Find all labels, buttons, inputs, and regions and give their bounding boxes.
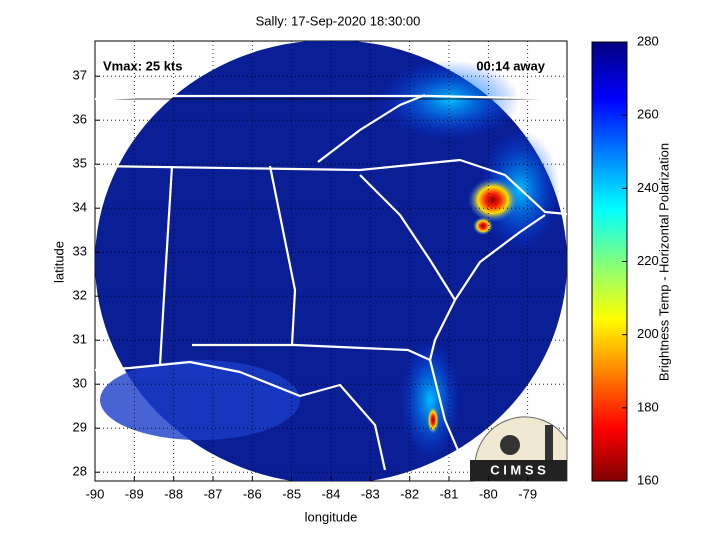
x-tick-label: -84	[322, 486, 341, 501]
x-tick-label: -79	[518, 486, 537, 501]
swath-feature	[473, 217, 493, 235]
y-axis-label: latitude	[51, 241, 66, 283]
grid	[95, 41, 567, 481]
colorbar-tick-label: 220	[637, 253, 659, 268]
y-tick-label: 34	[73, 200, 87, 215]
borders	[95, 93, 567, 471]
y-tick-label: 36	[73, 112, 87, 127]
logo-bar	[470, 460, 567, 481]
colorbar-tick-label: 200	[637, 326, 659, 341]
logo-icon	[545, 425, 553, 460]
map-imagery	[95, 41, 567, 481]
logo-text: C I M S S	[490, 462, 546, 477]
x-tick-label: -82	[400, 486, 419, 501]
x-tick-label: -86	[243, 486, 262, 501]
x-tick-label: -83	[361, 486, 380, 501]
colorbar-tick-label: 160	[637, 472, 659, 487]
x-tick-label: -85	[282, 486, 301, 501]
y-tick-label: 30	[73, 376, 87, 391]
colorbar	[591, 41, 628, 482]
logo: C I M S S	[470, 416, 568, 482]
colorbar-tick-label: 260	[637, 107, 659, 122]
colorbar-label: Brightness Temp - Horizontal Polarizatio…	[656, 143, 671, 381]
x-tick-label: -89	[125, 486, 144, 501]
swath-feature	[400, 340, 460, 460]
away-annotation: 00:14 away	[476, 58, 545, 73]
title: Sally: 17-Sep-2020 18:30:00	[256, 13, 421, 28]
colorbar-tick-label: 280	[637, 33, 659, 48]
y-tick-label: 31	[73, 332, 87, 347]
logo-icon	[500, 435, 520, 455]
swath-feature	[100, 360, 300, 440]
x-tick-label: -88	[164, 486, 183, 501]
y-tick-label: 37	[73, 68, 87, 83]
x-tick-label: -87	[204, 486, 223, 501]
x-tick-label: -80	[479, 486, 498, 501]
vmax-annotation: Vmax: 25 kts	[103, 58, 183, 73]
swath-feature	[468, 178, 518, 222]
y-tick-label: 32	[73, 288, 87, 303]
colorbar-tick-label: 180	[637, 399, 659, 414]
x-tick-label: -90	[86, 486, 105, 501]
x-tick-label: -81	[440, 486, 459, 501]
y-tick-label: 28	[73, 464, 87, 479]
colorbar-tick-label: 240	[637, 180, 659, 195]
y-tick-label: 33	[73, 244, 87, 259]
swath-feature	[427, 406, 439, 434]
x-axis-label: longitude	[305, 509, 358, 524]
y-tick-label: 35	[73, 156, 87, 171]
y-tick-label: 29	[73, 420, 87, 435]
